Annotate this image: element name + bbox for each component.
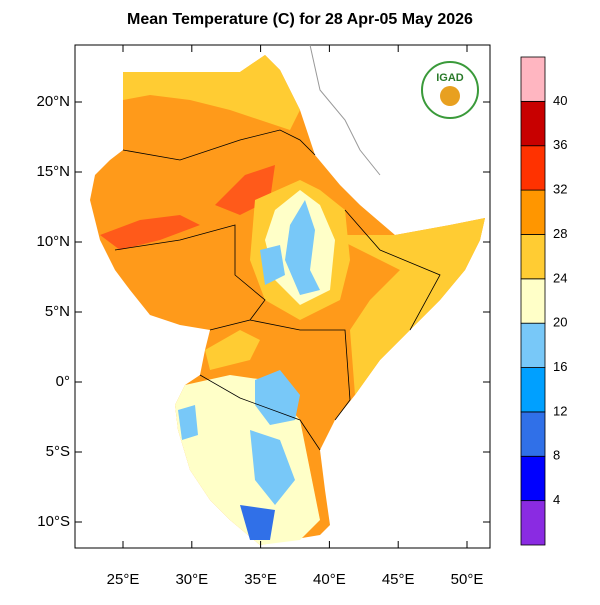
lon-tick-label: 25°E: [107, 571, 140, 588]
colorbar-label: 8: [553, 448, 560, 463]
colorbar-label: 12: [553, 403, 567, 418]
lon-tick-label: 50°E: [451, 571, 484, 588]
colorbar-bin: [520, 56, 546, 102]
colorbar-bin: [520, 411, 546, 457]
colorbar-bin: [520, 234, 546, 280]
lon-tick-label: 40°E: [313, 571, 346, 588]
colorbar-label: 36: [553, 137, 567, 152]
lat-tick-label: 0°: [56, 373, 70, 390]
colorbar-label: 20: [553, 315, 567, 330]
colorbar-label: 32: [553, 182, 567, 197]
lat-tick-label: 15°N: [36, 163, 70, 180]
lat-tick-label: 10°N: [36, 233, 70, 250]
lat-tick-label: 20°N: [36, 93, 70, 110]
colorbar-bin: [520, 189, 546, 235]
colorbar-bin: [520, 500, 546, 546]
colorbar-bin: [520, 455, 546, 502]
lat-tick-label: 10°S: [37, 513, 70, 530]
colorbar-label: 28: [553, 226, 567, 241]
colorbar-bin: [520, 322, 546, 368]
colorbar-bin: [520, 278, 546, 324]
lat-tick-label: 5°N: [45, 303, 70, 320]
lon-tick-label: 35°E: [244, 571, 277, 588]
colorbar-bin: [520, 367, 546, 413]
map-title: Mean Temperature (C) for 28 Apr-05 May 2…: [127, 11, 473, 28]
colorbar-label: 40: [553, 93, 567, 108]
colorbar-label: 16: [553, 359, 567, 374]
logo: IGAD: [421, 61, 479, 119]
lon-tick-label: 30°E: [175, 571, 208, 588]
colorbar-label: 4: [553, 492, 560, 507]
lon-tick-label: 45°E: [382, 571, 415, 588]
map-land: [90, 44, 485, 545]
colorbar-bin: [520, 100, 546, 147]
colorbar-label: 24: [553, 270, 567, 285]
lat-tick-label: 5°S: [46, 443, 70, 460]
logo-text: IGAD: [436, 72, 464, 84]
colorbar-bin: [520, 145, 546, 191]
